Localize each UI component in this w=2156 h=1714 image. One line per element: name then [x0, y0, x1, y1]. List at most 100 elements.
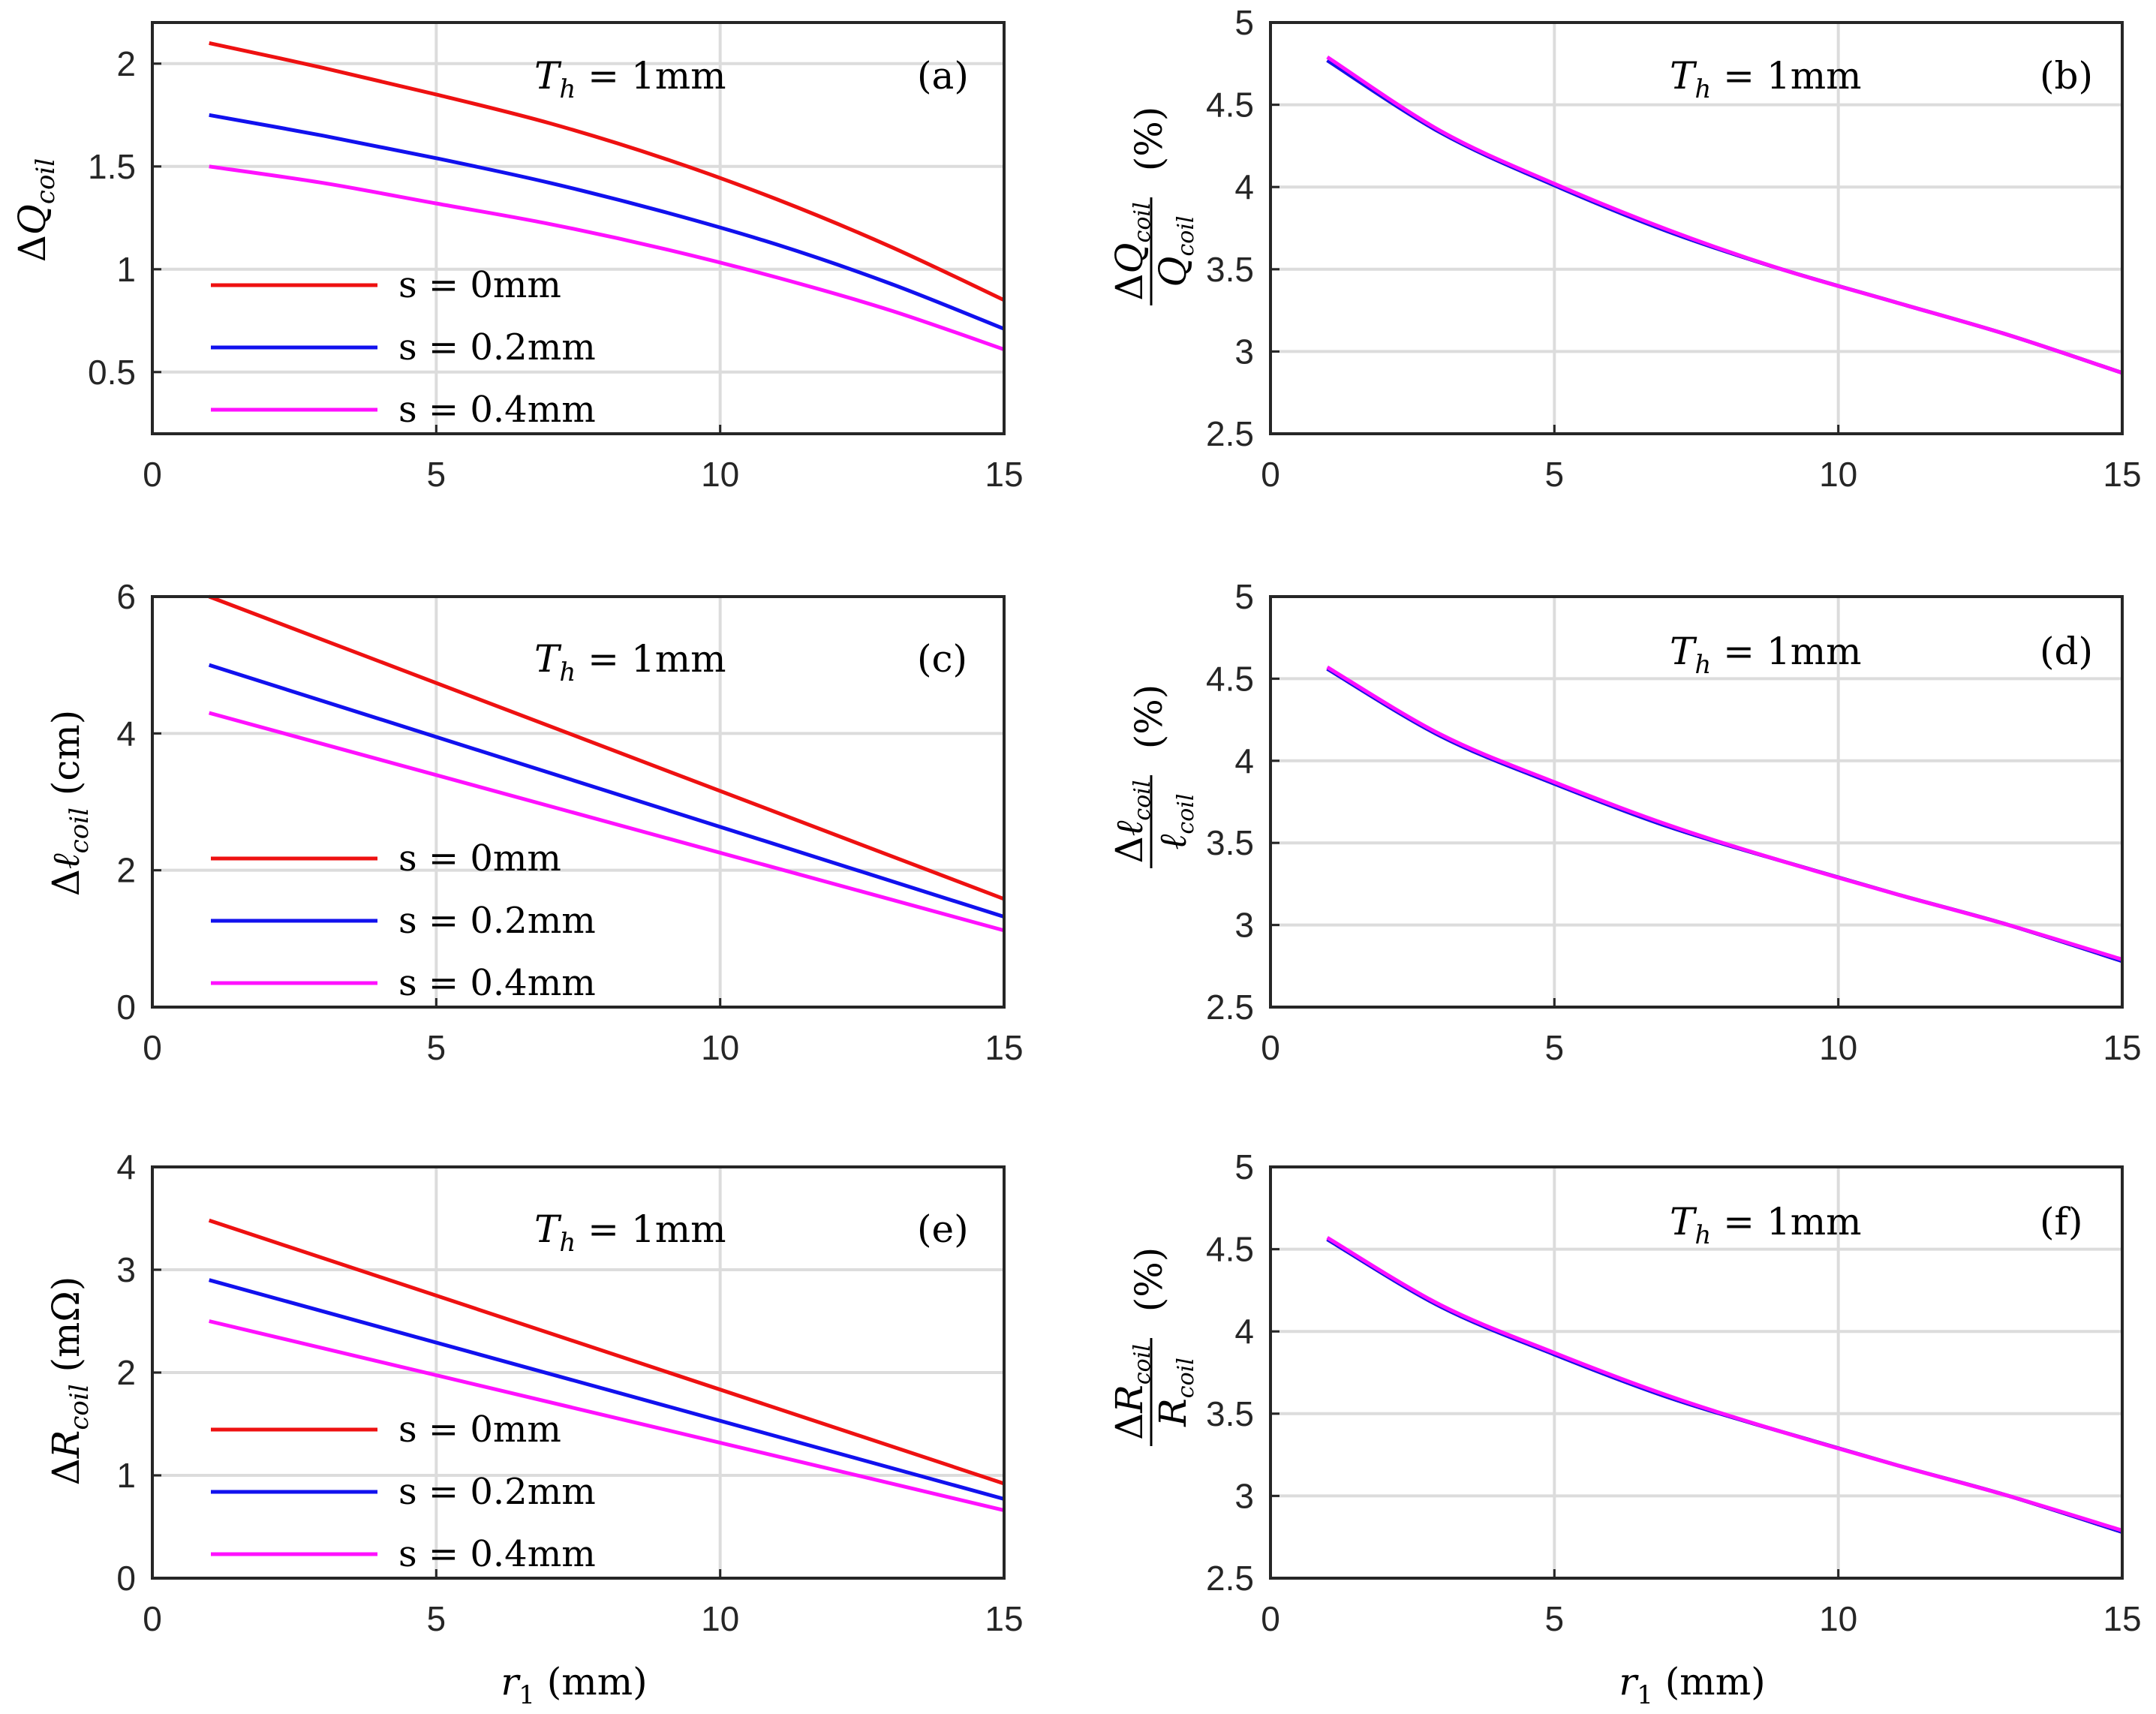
legend: s = 0mm s = 0.2mm s = 0.4mm: [211, 264, 596, 431]
y-tick-label: 2: [116, 1353, 136, 1392]
panel-label: (e): [917, 1207, 969, 1251]
x-tick-label: 10: [701, 1028, 739, 1067]
axes-frame: [1269, 595, 2124, 1009]
series-line-s0: [208, 1218, 1005, 1486]
x-tick-label: 5: [427, 1028, 447, 1067]
y-tick-label: 4: [116, 1147, 136, 1186]
x-tick-label: 5: [427, 455, 447, 494]
x-tick-label: 0: [1261, 1028, 1280, 1067]
x-tick-label: 10: [1819, 1599, 1857, 1638]
annotation-th: Th = 1mm: [534, 1207, 726, 1258]
x-tick-label: 5: [427, 1599, 447, 1638]
x-axis-label: r1 (mm): [1619, 1660, 1765, 1710]
y-tick-label: 3.5: [1206, 250, 1254, 289]
x-tick-label: 5: [1545, 1599, 1565, 1638]
y-tick-label: 4: [1234, 1312, 1254, 1351]
y-axis-label: ΔQcoil Qcoil (%): [1108, 107, 1199, 305]
annotation-th: Th = 1mm: [1670, 54, 1862, 104]
y-tick-label: 6: [116, 577, 136, 616]
series-line-s0: [1326, 1237, 2123, 1535]
x-tick-label: 15: [985, 1028, 1023, 1067]
x-tick-label: 5: [1545, 1028, 1565, 1067]
axes-frame: [1269, 21, 2124, 435]
y-tick-label: 2.5: [1206, 988, 1254, 1027]
panel-label: (c): [917, 637, 967, 681]
y-tick-label: 3.5: [1206, 823, 1254, 862]
x-tick-label: 10: [1819, 455, 1857, 494]
panel-a: 0 5 10 15 0.5 1 1.5 2 Th = 1mm (a) ΔQcoil s = 0…: [11, 21, 1024, 494]
y-tick-label: 5: [1234, 577, 1254, 616]
y-tick-label: 0: [116, 1559, 136, 1598]
x-tick-label: 10: [701, 1599, 739, 1638]
y-axis-label: Δℓcoil ℓcoil (%): [1108, 684, 1199, 868]
y-axis-label: ΔRcoil Rcoil (%): [1108, 1247, 1199, 1446]
svg-text:(%): (%): [1127, 1247, 1171, 1313]
y-axis-label: ΔQcoil: [11, 158, 61, 262]
series-line-s04: [209, 1319, 1005, 1513]
y-tick-label: 2.5: [1206, 1559, 1254, 1598]
y-tick-label: 1.5: [88, 147, 136, 186]
panel-label: (a): [917, 54, 969, 98]
x-tick-label: 15: [2103, 1599, 2141, 1638]
y-tick-label: 0: [116, 988, 136, 1027]
legend-entry-label: s = 0.2mm: [398, 326, 596, 368]
x-tick-label: 0: [143, 1028, 162, 1067]
svg-text:Rcoil: Rcoil: [1151, 1358, 1199, 1427]
x-tick-label: 5: [1545, 455, 1565, 494]
legend-entry-label: s = 0mm: [398, 1409, 561, 1451]
x-tick-label: 0: [1261, 1599, 1280, 1638]
svg-text:Qcoil: Qcoil: [1151, 215, 1199, 287]
x-tick-label: 0: [143, 455, 162, 494]
legend-entry-label: s = 0.4mm: [398, 962, 596, 1004]
legend: s = 0mm s = 0.2mm s = 0.4mm: [211, 1409, 596, 1575]
annotation-th: Th = 1mm: [1670, 1200, 1862, 1250]
y-axis-label: ΔRcoil (mΩ): [44, 1276, 95, 1486]
x-tick-label: 15: [2103, 1028, 2141, 1067]
series-line-s0: [208, 594, 1005, 901]
y-tick-label: 2.5: [1206, 414, 1254, 453]
y-tick-label: 4.5: [1206, 86, 1254, 125]
annotation-th: Th = 1mm: [1670, 630, 1862, 680]
svg-text:ΔRcoil: ΔRcoil: [1108, 1344, 1156, 1440]
x-tick-label: 10: [701, 455, 739, 494]
series-line-s02: [209, 1278, 1005, 1501]
svg-text:(%): (%): [1127, 684, 1171, 750]
svg-text:Δℓcoil: Δℓcoil: [1108, 780, 1156, 864]
legend: s = 0mm s = 0.2mm s = 0.4mm: [211, 837, 596, 1004]
y-tick-label: 0.5: [88, 353, 136, 392]
series-line-s02: [209, 113, 1005, 331]
series-line-s0: [1326, 59, 2123, 375]
legend-entry-label: s = 0.4mm: [398, 389, 596, 431]
y-tick-label: 4.5: [1206, 1230, 1254, 1269]
y-tick-label: 1: [116, 250, 136, 289]
x-tick-label: 15: [985, 1599, 1023, 1638]
y-tick-label: 2: [116, 44, 136, 83]
series-line-s02: [1326, 1237, 2123, 1535]
y-tick-label: 3: [1234, 1476, 1254, 1515]
annotation-th: Th = 1mm: [534, 54, 726, 104]
x-tick-label: 10: [1819, 1028, 1857, 1067]
series-line-s04: [209, 711, 1005, 933]
y-tick-label: 3.5: [1206, 1394, 1254, 1433]
svg-text:ΔQcoil: ΔQcoil: [1108, 202, 1156, 300]
x-tick-label: 0: [143, 1599, 162, 1638]
y-tick-label: 4: [1234, 741, 1254, 780]
panel-e: 0 5 10 15 0 1 2 3 4 Th = 1mm (e) ΔRcoil (mΩ) s =…: [44, 1147, 1024, 1710]
panel-label: (f): [2040, 1200, 2083, 1243]
svg-text:(%): (%): [1127, 107, 1171, 172]
y-tick-label: 3: [1234, 332, 1254, 371]
panel-label: (d): [2040, 630, 2093, 673]
panel-c: 0 5 10 15 0 2 4 6 Th = 1mm (c) Δℓcoil (cm) s = …: [44, 577, 1024, 1067]
y-tick-label: 4: [116, 714, 136, 753]
axes-frame: [151, 21, 1006, 435]
y-tick-label: 3: [1234, 906, 1254, 945]
y-tick-label: 5: [1234, 1147, 1254, 1186]
y-tick-label: 2: [116, 851, 136, 890]
series-line-s04: [1326, 55, 2123, 375]
legend-entry-label: s = 0.2mm: [398, 1471, 596, 1513]
legend-entry-label: s = 0.2mm: [398, 900, 596, 942]
y-tick-label: 4.5: [1206, 659, 1254, 698]
svg-text:ℓcoil: ℓcoil: [1151, 794, 1199, 850]
legend-entry-label: s = 0mm: [398, 837, 561, 880]
annotation-th: Th = 1mm: [534, 637, 726, 687]
